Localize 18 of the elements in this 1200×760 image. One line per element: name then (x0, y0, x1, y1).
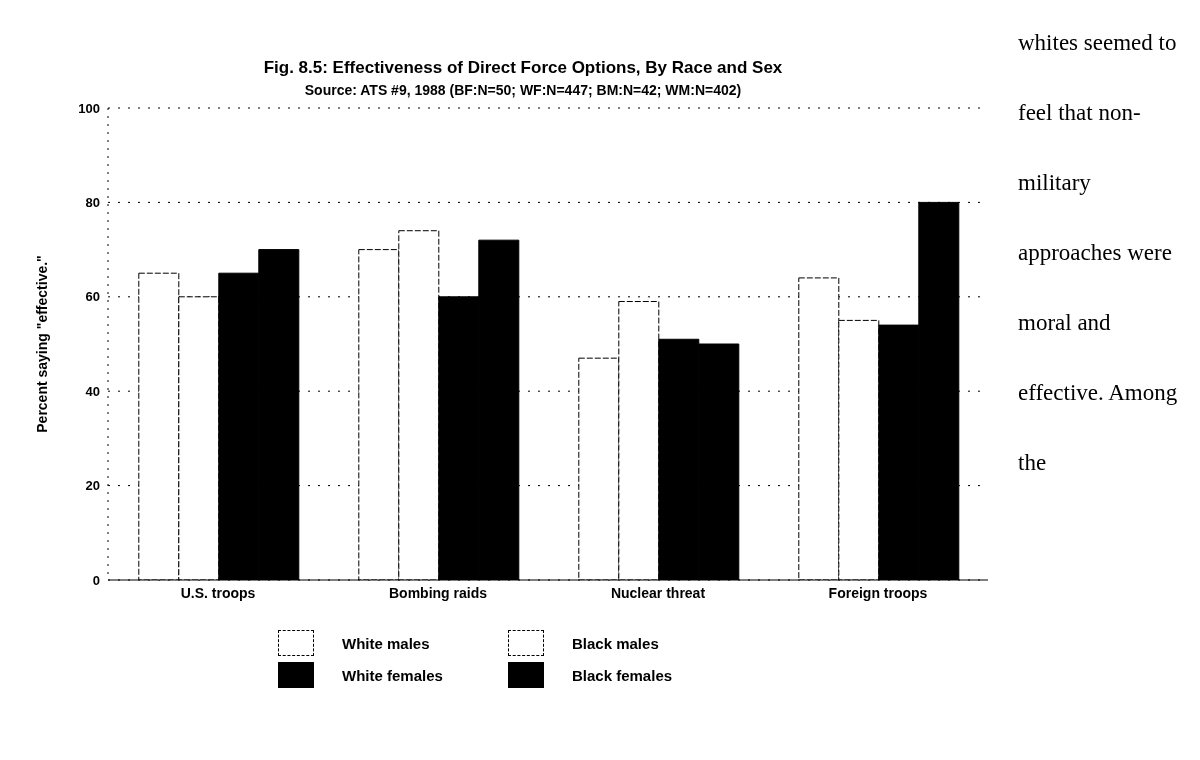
legend-label: White females (342, 666, 443, 684)
x-tick-label: Bombing raids (388, 584, 488, 601)
y-tick-label: 0 (92, 572, 100, 588)
x-tick-label: Foreign troops (828, 584, 928, 601)
y-tick-label: 80 (85, 195, 100, 211)
x-tick-label: Nuclear threat (610, 584, 706, 601)
legend-label: Black males (572, 634, 659, 652)
y-tick-label: 100 (78, 100, 100, 116)
legend-label: White males (342, 634, 430, 652)
legend-label: Black females (572, 666, 673, 684)
chart-subtitle: Source: ATS #9, 1988 (BF:N=50; WF:N=447; BM:N=42; WM:N=402) (303, 82, 743, 98)
y-tick-label: 20 (85, 478, 100, 494)
y-tick-label: 40 (85, 383, 100, 399)
text: whites seemed to feel that non-military approaches were moral and effective. Among the (1018, 30, 1178, 475)
y-tick-label: 60 (85, 289, 100, 305)
chart-title: Fig. 8.5: Effectiveness of Direct Force Options, By Race and Sex (262, 58, 784, 78)
x-tick-label: U.S. troops (180, 584, 256, 601)
y-axis-title: Percent saying "effective." (33, 255, 50, 433)
